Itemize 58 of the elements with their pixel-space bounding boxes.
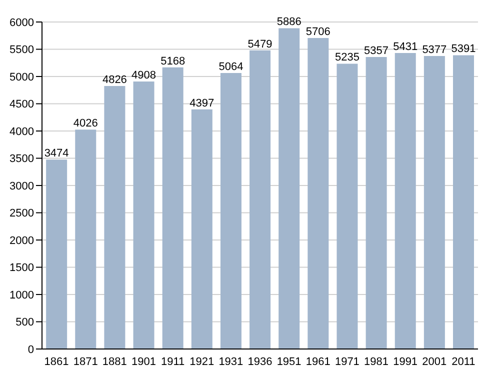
data-label: 5064 bbox=[218, 61, 244, 74]
bar bbox=[46, 160, 68, 349]
y-tick-label: 6000 bbox=[10, 16, 34, 29]
data-label: 4397 bbox=[190, 97, 214, 110]
y-tick-label: 3500 bbox=[10, 153, 34, 166]
y-tick-label: 5500 bbox=[10, 44, 34, 56]
x-tick-label: 1921 bbox=[190, 356, 214, 368]
bar bbox=[424, 56, 445, 349]
x-tick-label: 1951 bbox=[276, 356, 302, 368]
x-tick-label: 1911 bbox=[160, 356, 185, 368]
bar bbox=[75, 130, 96, 349]
bar bbox=[220, 73, 242, 349]
x-tick-label: 1881 bbox=[102, 356, 127, 368]
bar bbox=[366, 57, 387, 349]
y-tick-label: 2500 bbox=[10, 208, 34, 220]
bar bbox=[278, 28, 300, 349]
y-tick-label: 500 bbox=[16, 316, 34, 329]
x-tick-label: 2001 bbox=[422, 356, 447, 368]
data-label: 5479 bbox=[248, 38, 272, 50]
x-tick-label: 1861 bbox=[44, 356, 69, 368]
bar bbox=[453, 55, 474, 349]
x-tick-label: 1936 bbox=[248, 356, 272, 368]
bar bbox=[104, 86, 126, 349]
data-label: 5377 bbox=[422, 44, 447, 56]
y-tick-label: 4000 bbox=[10, 126, 34, 138]
data-label: 5357 bbox=[364, 45, 389, 58]
x-tick-label: 1961 bbox=[306, 356, 330, 368]
x-tick-label: 1871 bbox=[73, 356, 98, 368]
y-tick-label: 0 bbox=[28, 344, 34, 356]
data-label: 5886 bbox=[276, 16, 302, 28]
bar bbox=[336, 64, 358, 349]
x-tick-label: 1981 bbox=[364, 356, 389, 368]
y-tick-label: 2000 bbox=[10, 234, 34, 247]
y-tick-label: 1500 bbox=[10, 262, 34, 274]
x-tick-label: 1971 bbox=[334, 356, 360, 368]
bar bbox=[162, 67, 184, 349]
y-tick-label: 5000 bbox=[10, 71, 34, 84]
bar bbox=[250, 50, 271, 349]
x-tick-label: 2011 bbox=[452, 356, 476, 368]
data-label: 5706 bbox=[306, 26, 330, 38]
bar bbox=[308, 38, 329, 349]
bar bbox=[191, 109, 212, 349]
bar bbox=[394, 53, 416, 349]
data-label: 4908 bbox=[132, 70, 156, 82]
x-tick-label: 1901 bbox=[131, 356, 156, 368]
data-label: 5431 bbox=[393, 41, 418, 54]
bar bbox=[133, 82, 154, 349]
y-tick-label: 3000 bbox=[10, 180, 34, 192]
x-tick-label: 1931 bbox=[218, 356, 244, 368]
y-tick-label: 4500 bbox=[10, 98, 34, 111]
data-label: 3474 bbox=[44, 148, 69, 160]
y-tick-label: 1000 bbox=[10, 289, 34, 302]
data-label: 4026 bbox=[73, 118, 98, 130]
data-label: 5391 bbox=[451, 43, 476, 56]
x-tick-label: 1991 bbox=[393, 356, 418, 368]
data-label: 5168 bbox=[160, 55, 186, 68]
data-label: 5235 bbox=[334, 52, 360, 64]
data-label: 4826 bbox=[102, 74, 127, 86]
